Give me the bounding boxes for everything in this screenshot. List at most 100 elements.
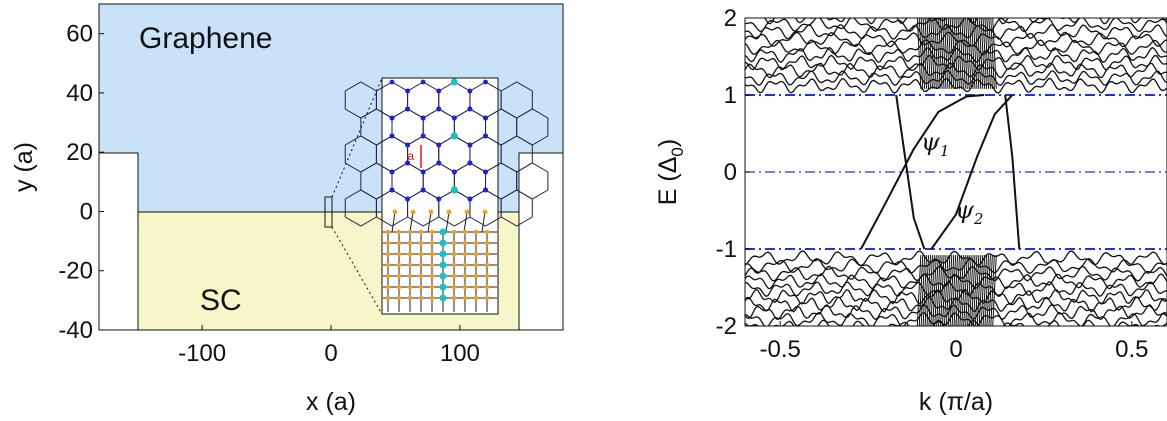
interface-outline (99, 152, 563, 213)
interface-bond (445, 211, 450, 233)
square-lattice-site (484, 229, 490, 235)
lattice-site (451, 115, 457, 121)
square-lattice-site (462, 273, 468, 279)
lower-dense-line (955, 255, 961, 326)
square-lattice-site (418, 284, 424, 290)
zoom-line-bottom (331, 226, 383, 315)
lattice-site (420, 115, 426, 121)
interface-bond (463, 211, 468, 233)
lower-dense-line (941, 255, 947, 326)
square-lattice-site (473, 284, 479, 290)
square-lattice-site (473, 273, 479, 279)
square-lattice-site (385, 262, 391, 268)
square-lattice-site (429, 251, 435, 257)
in-gap-state-4 (1004, 94, 1021, 250)
square-lattice-site (385, 240, 391, 246)
right-ytick-label: 2 (724, 5, 737, 32)
lower-dense-line (924, 255, 930, 326)
square-lattice-site (451, 251, 457, 257)
square-lattice-site (451, 229, 457, 235)
lower-band-line (745, 257, 1167, 275)
upper-dense-line (955, 18, 961, 89)
right-ytick-label: -2 (716, 313, 737, 340)
square-lattice-site (407, 240, 413, 246)
interface-site (464, 209, 470, 215)
lattice-site (483, 187, 488, 193)
lower-band-line (745, 311, 1167, 326)
lattice-hexagon (500, 189, 533, 227)
left-lead-block (99, 153, 138, 330)
lattice-site (389, 115, 395, 121)
square-lattice-site (396, 295, 402, 301)
upper-dense-line (988, 18, 993, 89)
upper-dense-line (928, 18, 933, 89)
square-lattice-site (385, 229, 391, 235)
zoom-box (324, 196, 333, 228)
right-xtick-label: 0 (949, 336, 962, 363)
square-lattice-site (484, 240, 490, 246)
lower-dense-line (934, 255, 939, 326)
lower-band-line (745, 296, 1167, 313)
upper-dense-line (949, 18, 955, 89)
in-gap-state-2 (930, 94, 1014, 250)
square-lattice-site (473, 251, 479, 257)
square-lattice-site (418, 295, 424, 301)
lower-dense-line (930, 255, 935, 326)
lattice-site (436, 196, 442, 202)
square-lattice-site (429, 262, 435, 268)
psi1-label: ψ1 (921, 128, 949, 160)
lattice-site (436, 142, 442, 148)
lattice-site (436, 88, 442, 94)
upper-dense-line (961, 18, 966, 89)
right-ylabel: E (Δ0) (654, 139, 687, 205)
upper-dense-line (976, 18, 982, 89)
lower-dense-line (972, 255, 978, 326)
square-lattice-site (385, 251, 391, 257)
square-lattice-site (407, 262, 413, 268)
interface-site (446, 209, 452, 215)
square-lattice-site (462, 240, 468, 246)
lattice-site (483, 115, 488, 121)
left-ytick-label: 60 (66, 21, 93, 48)
lower-dense-line (967, 255, 972, 326)
right-xtick-label: 0.5 (1115, 336, 1148, 363)
lower-dense-line (932, 255, 937, 326)
square-lattice-site (439, 239, 447, 247)
interface-bond (391, 211, 396, 233)
upper-dense-line (986, 18, 991, 89)
zoom-line-top (331, 77, 383, 198)
upper-dense-line (941, 18, 947, 89)
right-lead-block (519, 153, 563, 330)
lattice-site (483, 169, 488, 175)
left-ytick-label: -40 (58, 317, 93, 344)
lattice-site (467, 142, 473, 148)
right-xlabel: k (π/a) (919, 388, 993, 416)
in-gap-state-1 (860, 94, 985, 250)
upper-dense-line (926, 18, 932, 89)
right-ytick-label: 1 (724, 82, 737, 109)
interface-bond (481, 211, 486, 233)
lower-dense-line (938, 255, 943, 326)
upper-band-line (745, 23, 1167, 40)
upper-dense-line (934, 18, 939, 89)
upper-dense-line (969, 18, 974, 89)
lower-dense-line (916, 255, 922, 326)
lower-dense-line (928, 255, 933, 326)
lattice-site (389, 133, 395, 139)
square-lattice-site (462, 229, 468, 235)
lattice-site (467, 196, 473, 202)
lower-dense-line (965, 255, 970, 326)
upper-dense-line (936, 18, 941, 89)
lattice-site (483, 79, 488, 85)
square-lattice-site (429, 295, 435, 301)
square-lattice-site (385, 284, 391, 290)
lattice-site (389, 79, 395, 85)
square-lattice-site (418, 273, 424, 279)
upper-dense-line (957, 18, 962, 89)
upper-dense-line (992, 18, 997, 89)
lattice-site (450, 78, 458, 86)
lower-dense-line (920, 255, 926, 326)
upper-band-line (745, 31, 1167, 48)
square-lattice-site (385, 273, 391, 279)
